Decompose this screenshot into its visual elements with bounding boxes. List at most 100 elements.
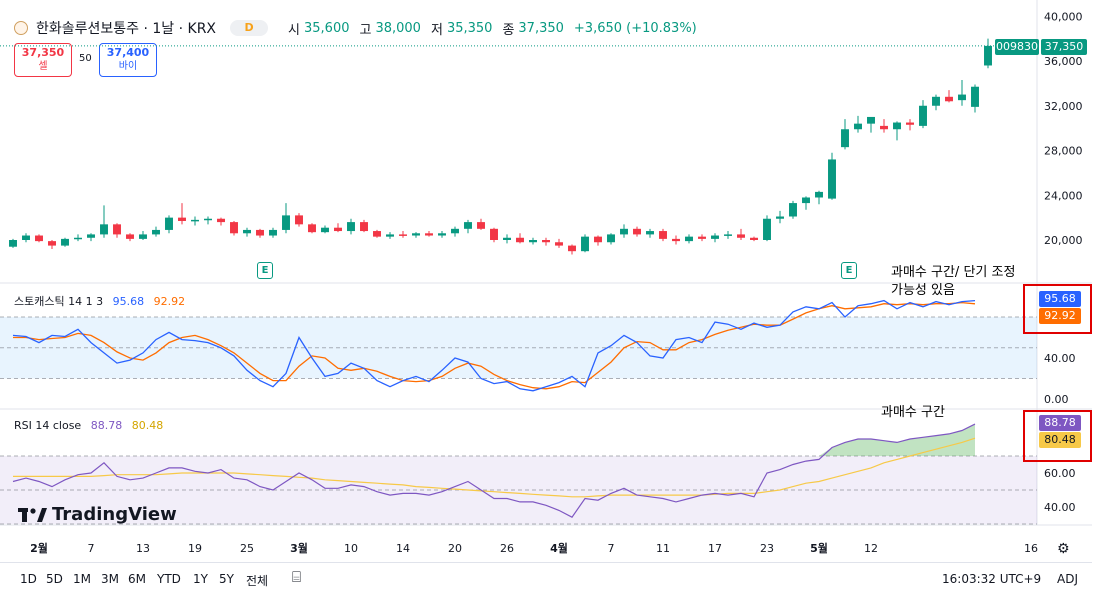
time-axis-label: 20 [448, 542, 462, 555]
time-axis-label: 10 [344, 542, 358, 555]
symbol-logo-icon [14, 21, 28, 35]
date-range-calendar-icon[interactable]: ⌸ [292, 568, 302, 586]
candle-body [152, 229, 160, 235]
rsi-legend[interactable]: RSI 14 close 88.78 80.48 [14, 419, 163, 432]
buy-label: 바이 [118, 61, 138, 72]
candle-body [529, 240, 537, 243]
time-axis-label: 7 [608, 542, 615, 555]
price-axis-label: 28,000 [1044, 145, 1083, 158]
candle-body [815, 191, 823, 198]
rsi-axis-label: 40.00 [1044, 501, 1076, 514]
candle-body [984, 45, 992, 66]
adj-toggle[interactable]: ADJ [1057, 572, 1078, 586]
bottom-toolbar-divider [0, 562, 1092, 563]
change-value: +3,650 (+10.83%) [573, 20, 697, 36]
rsi-overbought-fill [819, 424, 975, 456]
candle-body [386, 234, 394, 237]
candle-body [672, 238, 680, 242]
earnings-marker-2[interactable]: E [841, 262, 857, 279]
candle-body [425, 233, 433, 236]
timeframe-3[interactable]: 3M [101, 572, 119, 586]
timeframe-7[interactable]: 5Y [219, 572, 234, 586]
candle-body [35, 235, 43, 242]
timeframe-0[interactable]: 1D [20, 572, 37, 586]
timeframe-1[interactable]: 5D [46, 572, 63, 586]
candle-body [958, 94, 966, 101]
close-label: 종 [502, 22, 515, 38]
candle-body [763, 218, 771, 240]
stoch-k-value: 95.68 [112, 295, 145, 308]
rsi-ma-value: 80.48 [131, 419, 164, 432]
candle-body [139, 234, 147, 239]
timeframe-6[interactable]: 1Y [193, 572, 208, 586]
candle-body [230, 222, 238, 234]
candle-body [204, 218, 212, 221]
buy-button[interactable]: 37,400 바이 [99, 43, 157, 77]
rsi-ma-line [13, 437, 976, 498]
stoch-legend[interactable]: 스토캐스틱 14 1 3 95.68 92.92 [14, 293, 185, 309]
stoch-legend-name: 스토캐스틱 14 1 3 [14, 295, 104, 308]
symbol-title[interactable]: 한화솔루션보통주 · 1날 · KRX [36, 21, 217, 37]
stoch-d-line [13, 301, 976, 390]
rsi-line [12, 423, 976, 518]
time-axis-label: 3월 [290, 541, 308, 555]
candle-body [633, 228, 641, 235]
sell-price: 37,350 [21, 46, 65, 59]
time-axis-label: 16 [1024, 542, 1038, 555]
stoch-highlight-box [1023, 284, 1092, 334]
candle-body [295, 215, 303, 225]
time-axis-label: 11 [656, 542, 670, 555]
candle-body [620, 228, 628, 235]
price-axis-label: 40,000 [1044, 10, 1083, 23]
candle-body [594, 236, 602, 243]
timeframe-4[interactable]: 6M [128, 572, 146, 586]
candle-body [451, 228, 459, 234]
candle-body [438, 233, 446, 236]
timeframe-5[interactable]: YTD [157, 572, 181, 586]
grid-layer [0, 0, 1092, 526]
stochastic-pane[interactable] [0, 299, 1037, 392]
axes-layer: 20,000 24,000 28,000 32,000 36,000 40,000 0.00… [30, 10, 1082, 555]
tradingview-logo-icon [18, 507, 47, 522]
candle-body [9, 240, 17, 247]
candle-body [698, 236, 706, 239]
delay-badge[interactable]: D [230, 20, 269, 36]
timeframe-2[interactable]: 1M [73, 572, 91, 586]
gear-icon[interactable]: ⚙ [1057, 541, 1070, 557]
candle-body [100, 224, 108, 235]
candle-body [867, 116, 875, 124]
candle-body [568, 245, 576, 252]
close-value: 37,350 [518, 20, 564, 36]
high-value: 38,000 [375, 20, 421, 36]
time-axis-label: 26 [500, 542, 514, 555]
candle-body [334, 227, 342, 232]
watermark-text: TradingView [52, 504, 177, 525]
price-axis-label: 36,000 [1044, 55, 1083, 68]
candle-body [269, 229, 277, 236]
low-label: 저 [430, 22, 443, 38]
earnings-marker-1[interactable]: E [257, 262, 273, 279]
sell-button[interactable]: 37,350 셀 [14, 43, 72, 77]
candle-body [22, 235, 30, 240]
candle-body [243, 229, 251, 234]
price-pane[interactable] [0, 38, 1037, 255]
candle-body [542, 240, 550, 243]
time-axis-label: 19 [188, 542, 202, 555]
candle-body [61, 238, 69, 246]
candle-body [685, 236, 693, 242]
stoch-axis-label: 40.00 [1044, 352, 1076, 365]
clock-display[interactable]: 16:03:32 UTC+9 [942, 572, 1042, 586]
candle-body [399, 234, 407, 236]
candle-body [932, 96, 940, 106]
stoch-axis-label: 0.00 [1044, 393, 1069, 406]
candle-body [165, 217, 173, 230]
timeframe-8[interactable]: 전체 [246, 574, 269, 588]
rsi-pane[interactable] [0, 423, 1037, 525]
candle-body [360, 222, 368, 232]
candle-body [737, 234, 745, 238]
candle-body [516, 237, 524, 243]
rsi-highlight-box [1023, 410, 1092, 462]
candle-body [555, 242, 563, 246]
